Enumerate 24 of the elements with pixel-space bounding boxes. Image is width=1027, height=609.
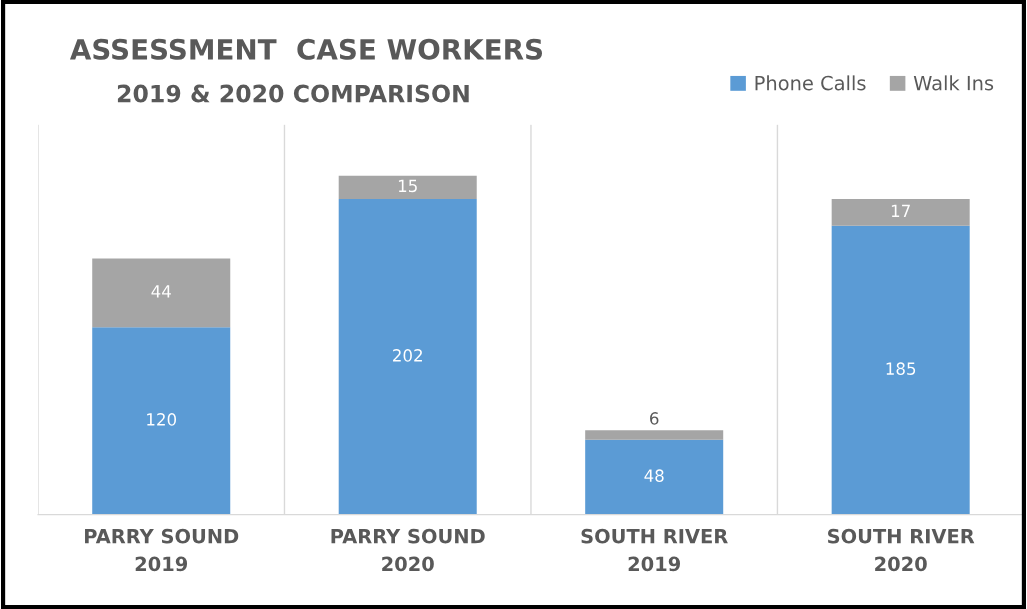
data-label: 44: [151, 285, 171, 298]
data-label: 17: [891, 204, 910, 217]
bar: [338, 199, 477, 515]
data-label: 15: [398, 179, 417, 193]
bar: [831, 199, 970, 226]
x-tick-label: PARRY SOUND 2020: [331, 528, 485, 572]
chart-subtitle: 2019 & 2020 COMPARISON: [117, 84, 469, 103]
data-label: 185: [886, 362, 916, 375]
x-tick-label: PARRY SOUND 2019: [85, 528, 239, 572]
legend-label: Walk Ins: [913, 75, 994, 91]
data-label: 120: [147, 413, 177, 426]
data-label: 202: [393, 349, 422, 362]
bar: [585, 430, 724, 440]
bar: [92, 258, 231, 328]
bar: [585, 439, 724, 515]
legend-label: Phone Calls: [755, 75, 866, 91]
x-tick-label: SOUTH RIVER 2019: [581, 528, 728, 572]
data-label: 48: [644, 469, 664, 482]
bar: [92, 327, 231, 515]
bar: [831, 225, 970, 515]
chart-title: ASSESSMENT CASE WORKERS: [69, 38, 543, 60]
bar: [338, 175, 477, 200]
x-tick-label: SOUTH RIVER 2020: [828, 528, 975, 572]
data-label: 6: [650, 412, 659, 425]
